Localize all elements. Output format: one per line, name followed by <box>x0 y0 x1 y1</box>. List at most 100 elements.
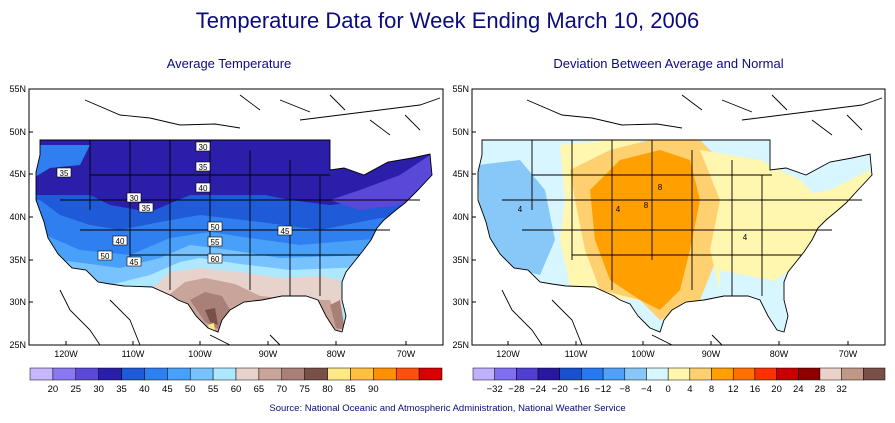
legend-swatch <box>819 367 842 381</box>
legend-label: −20 <box>552 384 568 395</box>
legend-swatch <box>304 367 328 381</box>
legend-label: 20 <box>48 384 59 395</box>
average-temperature-map: 30 35 35 40 30 35 50 55 40 45 50 45 60 5… <box>9 84 444 395</box>
legend-swatch <box>418 367 443 381</box>
legend-label: 28 <box>815 384 826 395</box>
legend-label: −28 <box>508 384 524 395</box>
contour-label: 8 <box>644 201 649 210</box>
lat-label: 55N <box>9 84 26 94</box>
legend-label: −12 <box>595 384 611 395</box>
contour-label: 40 <box>199 184 208 193</box>
contour-label: 35 <box>60 169 69 178</box>
lon-label: 80W <box>770 349 789 359</box>
legend-swatch <box>52 367 77 381</box>
lon-label: 90W <box>259 349 278 359</box>
legend-label: 32 <box>836 384 847 395</box>
legend-label: 0 <box>666 384 671 395</box>
legend-swatch <box>732 367 756 381</box>
legend-label: 25 <box>70 384 81 395</box>
legend-label: 45 <box>162 384 173 395</box>
legend-swatch <box>754 367 777 381</box>
legend-swatch <box>581 367 604 381</box>
lat-label: 55N <box>452 84 469 94</box>
legend-label: 70 <box>276 384 287 395</box>
legend-label: −4 <box>641 384 652 395</box>
lon-label: 110W <box>565 349 588 359</box>
contour-label: 40 <box>116 237 125 246</box>
lon-label: 100W <box>188 349 212 359</box>
legend-swatch <box>863 367 886 381</box>
lat-label: 25N <box>9 340 26 350</box>
legend-label: 4 <box>687 384 692 395</box>
contour-label: 4 <box>616 205 621 214</box>
contour-label: 50 <box>101 252 110 261</box>
right-map-title: Deviation Between Average and Normal <box>553 56 784 71</box>
legend-label: 12 <box>728 384 739 395</box>
lat-label: 30N <box>452 297 469 307</box>
legend-swatch <box>144 367 168 381</box>
legend-swatch <box>189 367 214 381</box>
legend-swatch <box>667 367 691 381</box>
left-map-title: Average Temperature <box>166 56 292 71</box>
lon-label: 70W <box>397 349 416 359</box>
deviation-map: 8 4 8 4 4 55N 50N 45N 40N 35N 30N 25N 12… <box>452 84 886 395</box>
legend-swatch <box>75 367 99 381</box>
contour-label: 4 <box>743 233 748 242</box>
legend-label: 20 <box>771 384 782 395</box>
page-title: Temperature Data for Week Ending March 1… <box>195 8 700 33</box>
contour-label: 30 <box>199 143 208 152</box>
legend-label: 60 <box>231 384 242 395</box>
legend-swatch <box>29 367 54 381</box>
temperature-legend: 20 25 30 35 40 45 50 55 60 65 70 75 80 85 90 <box>29 367 443 395</box>
legend-label: −8 <box>619 384 630 395</box>
source-note: Source: National Oceanic and Atmospheric… <box>269 403 626 414</box>
legend-label: 30 <box>93 384 104 395</box>
legend-label: 80 <box>322 384 333 395</box>
legend-swatch <box>798 367 821 381</box>
legend-swatch <box>281 367 305 381</box>
lat-label: 40N <box>452 212 469 222</box>
deviation-legend: −32 −28 −24 −20 −16 −12 −8 −4 0 4 8 12 16 20 24 28 32 <box>472 367 886 395</box>
legend-swatch <box>711 367 734 381</box>
legend-swatch <box>472 367 495 381</box>
legend-label: 50 <box>185 384 196 395</box>
legend-label: −32 <box>487 384 503 395</box>
legend-swatch <box>98 367 122 381</box>
contour-label: 35 <box>199 163 208 172</box>
contour-label: 55 <box>211 238 220 247</box>
legend-swatch <box>494 367 517 381</box>
lon-label: 120W <box>54 349 78 359</box>
legend-swatch <box>537 367 560 381</box>
lon-label: 100W <box>631 349 655 359</box>
contour-label: 8 <box>658 183 663 192</box>
legend-swatch <box>373 367 397 381</box>
contour-label: 30 <box>130 194 139 203</box>
legend-label: 85 <box>345 384 356 395</box>
legend-swatch <box>121 367 145 381</box>
lat-label: 35N <box>9 255 26 265</box>
legend-label: 55 <box>208 384 219 395</box>
legend-swatch <box>212 367 237 381</box>
legend-swatch <box>559 367 582 381</box>
legend-label: −24 <box>530 384 546 395</box>
legend-label: 40 <box>139 384 150 395</box>
legend-swatch <box>516 367 539 381</box>
legend-swatch <box>602 367 626 381</box>
legend-swatch <box>395 367 420 381</box>
legend-label: −16 <box>573 384 589 395</box>
lat-label: 50N <box>452 127 469 137</box>
lon-label: 90W <box>702 349 721 359</box>
legend-swatch <box>258 367 283 381</box>
contour-label: 50 <box>211 223 220 232</box>
legend-swatch <box>776 367 799 381</box>
lat-label: 45N <box>9 169 26 179</box>
lon-label: 120W <box>496 349 520 359</box>
legend-swatch <box>327 367 351 381</box>
legend-label: 35 <box>116 384 127 395</box>
lon-label: 110W <box>122 349 145 359</box>
legend-label: 24 <box>793 384 804 395</box>
legend-label: 8 <box>709 384 714 395</box>
lat-label: 35N <box>452 255 469 265</box>
contour-label: 4 <box>518 205 523 214</box>
lon-label: 80W <box>327 349 346 359</box>
